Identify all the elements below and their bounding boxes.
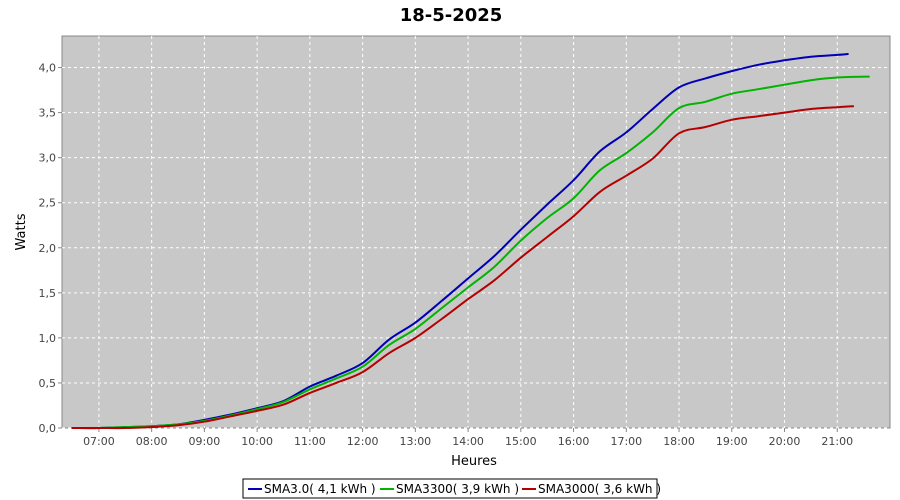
y-tick-label: 0,5 [39, 377, 57, 390]
x-tick-label: 08:00 [136, 435, 168, 448]
x-tick-label: 09:00 [189, 435, 221, 448]
y-tick-label: 1,5 [39, 287, 57, 300]
legend: SMA3.0( 4,1 kWh ) SMA3300( 3,9 kWh ) SMA30… [242, 478, 661, 499]
axes: 0,0 0,5 1,0 1,5 2,0 2,5 3,0 3,5 4,0 07:00 08:00 09:… [39, 62, 854, 448]
x-tick-label: 18:00 [663, 435, 695, 448]
y-tick-label: 3,5 [39, 107, 57, 120]
legend-label-1: SMA3.0( 4,1 kWh ) [264, 482, 376, 496]
x-tick-label: 15:00 [505, 435, 537, 448]
x-tick-label: 11:00 [294, 435, 326, 448]
y-tick-label: 4,0 [39, 62, 57, 75]
legend-label-2: SMA3300( 3,9 kWh ) [396, 482, 519, 496]
x-tick-label: 21:00 [821, 435, 853, 448]
x-tick-label: 14:00 [452, 435, 484, 448]
x-tick-label: 19:00 [716, 435, 748, 448]
y-tick-label: 3,0 [39, 152, 57, 165]
y-axis-label: Watts [14, 213, 29, 250]
legend-box [242, 478, 658, 499]
x-tick-label: 17:00 [610, 435, 642, 448]
x-tick-label: 12:00 [347, 435, 379, 448]
y-tick-label: 0,0 [39, 422, 57, 435]
grid [62, 36, 890, 429]
series-line-3 [71, 105, 855, 430]
x-tick-label: 10:00 [241, 435, 273, 448]
chart-title: 18-5-2025 [400, 5, 503, 26]
x-axis-label: Heures [451, 454, 497, 469]
series-lines [71, 53, 870, 430]
x-tick-label: 13:00 [399, 435, 431, 448]
y-tick-label: 1,0 [39, 332, 57, 345]
plot-area [61, 35, 891, 429]
x-tick-label: 07:00 [83, 435, 115, 448]
y-tick-label: 2,5 [39, 197, 57, 210]
x-tick-label: 16:00 [558, 435, 590, 448]
y-tick-label: 2,0 [39, 242, 57, 255]
x-tick-label: 20:00 [769, 435, 801, 448]
legend-label-3: SMA3000( 3,6 kWh ) [538, 482, 661, 496]
